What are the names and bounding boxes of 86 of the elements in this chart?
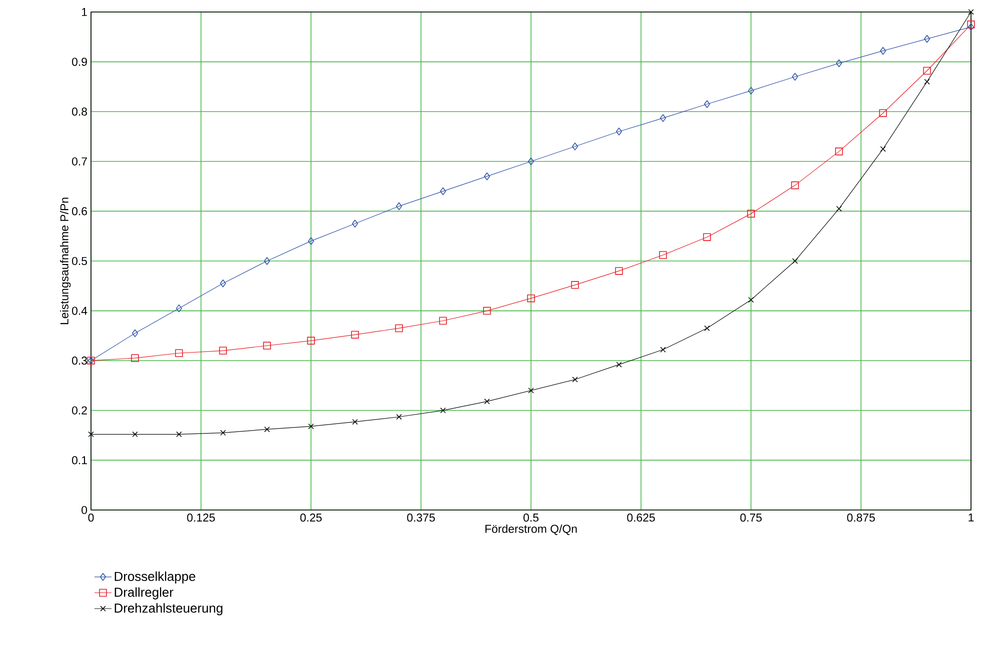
point xyxy=(615,267,623,275)
y-tick-label: 0.9 xyxy=(72,58,87,66)
point xyxy=(748,296,754,303)
point xyxy=(440,408,446,414)
point xyxy=(175,349,183,358)
point xyxy=(264,257,270,265)
point xyxy=(396,202,402,210)
point xyxy=(792,72,798,81)
point xyxy=(836,206,842,212)
point xyxy=(704,325,710,332)
point xyxy=(132,431,138,438)
legend-label: Drehzahlsteuerung xyxy=(114,603,222,616)
point xyxy=(792,258,798,264)
point xyxy=(616,128,622,136)
point xyxy=(484,172,490,180)
point xyxy=(308,423,314,430)
point xyxy=(704,100,710,108)
y-tick-label: 1 xyxy=(82,8,87,16)
point xyxy=(131,354,139,362)
x-tick-label: 0.625 xyxy=(627,514,655,522)
x-tick-label: 0.5 xyxy=(523,514,538,522)
point xyxy=(791,181,799,190)
y-tick-label: 0.8 xyxy=(72,108,87,116)
point xyxy=(571,281,579,289)
point xyxy=(352,220,358,228)
point xyxy=(836,59,842,68)
x-axis-title: Förderstrom Q/Qn xyxy=(485,524,577,535)
point xyxy=(748,86,754,95)
point xyxy=(572,142,578,150)
point xyxy=(528,158,534,166)
point xyxy=(483,306,491,315)
point xyxy=(616,362,622,368)
point xyxy=(132,329,138,338)
point xyxy=(835,148,843,156)
point xyxy=(176,431,182,438)
point xyxy=(395,324,403,332)
point xyxy=(264,426,270,432)
point xyxy=(307,336,315,345)
point xyxy=(747,210,755,218)
legend-label: Drosselklappe xyxy=(114,571,196,584)
point xyxy=(484,398,490,404)
y-tick-label: 0.2 xyxy=(72,406,87,414)
y-tick-label: 0.5 xyxy=(72,256,87,266)
point xyxy=(660,346,666,353)
point xyxy=(263,342,271,350)
point xyxy=(968,23,974,31)
x-tick-label: 0 xyxy=(88,514,94,522)
point xyxy=(527,294,535,302)
point xyxy=(396,414,402,420)
legend-label: Drallregler xyxy=(114,587,174,600)
point xyxy=(923,66,931,75)
point xyxy=(176,304,182,312)
point xyxy=(88,431,94,438)
point xyxy=(572,376,578,382)
x-tick-label: 0.75 xyxy=(740,514,762,522)
y-tick-label: 0.1 xyxy=(72,456,87,464)
y-tick-label: 0 xyxy=(82,506,88,514)
point xyxy=(659,251,667,259)
y-tick-label: 0.7 xyxy=(72,157,87,166)
point xyxy=(220,280,226,288)
point xyxy=(924,35,930,43)
x-tick-label: 0.25 xyxy=(300,514,322,522)
point xyxy=(967,20,975,28)
point xyxy=(703,233,711,241)
x-tick-label: 0.125 xyxy=(187,514,215,522)
point xyxy=(219,346,227,355)
x-tick-label: 0.375 xyxy=(407,514,435,522)
point xyxy=(351,330,359,339)
point xyxy=(968,9,974,15)
point xyxy=(308,237,314,245)
y-tick-label: 0.3 xyxy=(72,356,87,365)
y-tick-label: 0.6 xyxy=(72,207,87,216)
x-tick-label: 0.875 xyxy=(847,514,875,522)
point xyxy=(879,109,887,117)
point xyxy=(220,430,226,436)
point xyxy=(528,388,534,394)
x-tick-label: 1 xyxy=(968,514,974,522)
point xyxy=(439,316,447,325)
y-axis-title: Leistungsaufnahme P/Pn xyxy=(60,198,71,324)
point xyxy=(440,187,446,196)
point xyxy=(924,78,930,85)
y-tick-label: 0.4 xyxy=(72,306,88,315)
point xyxy=(660,114,666,122)
point xyxy=(880,46,886,55)
point xyxy=(880,146,886,152)
point xyxy=(352,418,358,425)
